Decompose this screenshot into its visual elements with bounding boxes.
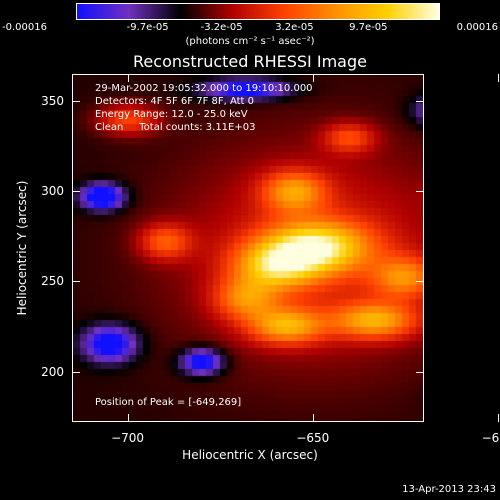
colorbar-unit: (photons cm⁻² s⁻¹ asec⁻²) (185, 36, 315, 47)
y-tick-label: 300 (41, 184, 64, 199)
x-axis-label: Heliocentric X (arcsec) (182, 448, 318, 462)
info-time-range: 29-Mar-2002 19:05:32.000 to 19:10:10.000 (95, 83, 313, 94)
y-tick-mark (72, 191, 80, 193)
info-clean-counts: Clean Total counts: 3.11E+03 (95, 122, 256, 133)
colorbar-tick-label: -9.7e-05 (126, 22, 169, 33)
y-tick-mark (416, 191, 424, 193)
x-tick-mark (498, 414, 500, 422)
y-axis-label: Heliocentric Y (arcsec) (15, 180, 29, 316)
x-tick-mark (127, 74, 129, 82)
colorbar-tick-label: 0.00016 (456, 22, 498, 33)
colorbar-tick-label: 9.7e-05 (349, 22, 388, 33)
x-tick-mark (127, 414, 129, 422)
x-tick-mark (312, 74, 314, 82)
info-detectors: Detectors: 4F 5F 6F 7F 8F, Att 0 (95, 96, 255, 107)
colorbar-tick-label: -0.00016 (2, 22, 47, 33)
plot-area: 29-Mar-2002 19:05:32.000 to 19:10:10.000… (72, 74, 424, 422)
y-tick-mark (72, 101, 80, 103)
colorbar-tick-label: 3.2e-05 (275, 22, 314, 33)
x-tick-label: −600 (481, 431, 500, 445)
y-tick-mark (416, 101, 424, 103)
x-tick-label: −700 (111, 431, 145, 445)
y-tick-mark (72, 371, 80, 373)
info-energy-range: Energy Range: 12.0 - 25.0 keV (95, 109, 248, 120)
colorbar-tick-label: -3.2e-05 (200, 22, 243, 33)
x-tick-label: −650 (296, 431, 330, 445)
y-tick-label: 350 (41, 94, 64, 109)
x-tick-mark (498, 74, 500, 82)
chart-title: Reconstructed RHESSI Image (133, 52, 367, 71)
y-tick-label: 200 (41, 364, 64, 379)
colorbar (76, 3, 440, 20)
y-tick-mark (416, 281, 424, 283)
x-tick-mark (312, 414, 314, 422)
heatmap-image (73, 75, 423, 421)
y-tick-mark (72, 281, 80, 283)
y-tick-label: 250 (41, 274, 64, 289)
y-tick-mark (416, 371, 424, 373)
info-peak-position: Position of Peak = [-649,269] (95, 397, 242, 408)
timestamp: 13-Apr-2013 23:43 (402, 484, 496, 495)
